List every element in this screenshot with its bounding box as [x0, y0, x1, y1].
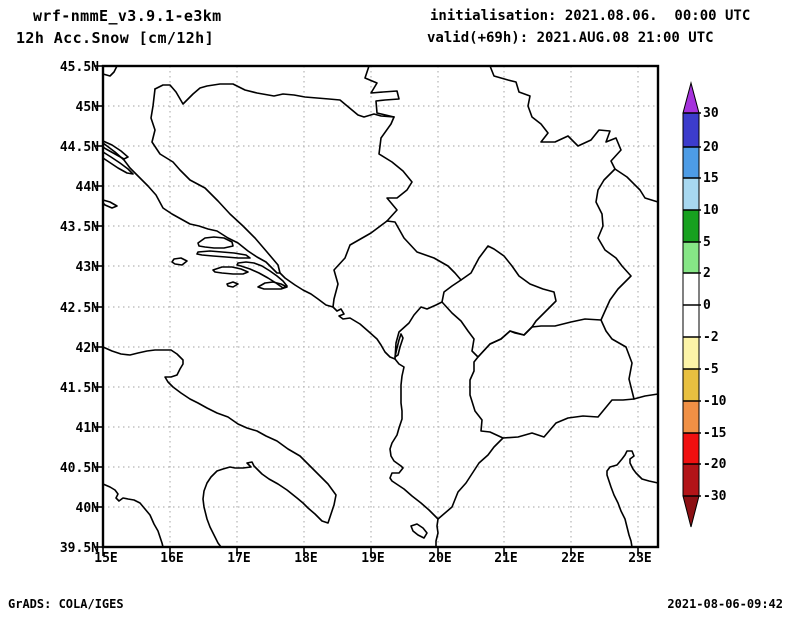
- colorbar-seg-2-5: [682, 241, 700, 274]
- cbar-label-n30: -30: [703, 489, 727, 504]
- cbar-label-15: 15: [703, 171, 719, 186]
- island-korcula: [212, 266, 249, 275]
- cbar-label-n10: -10: [703, 394, 727, 409]
- cbar-label-30: 30: [703, 106, 719, 121]
- variable-title: 12h Acc.Snow [cm/12h]: [16, 29, 215, 47]
- lon-label-23e: 23E: [628, 551, 652, 566]
- colorbar-seg-20-30: [682, 112, 700, 148]
- border-bosnia-montenegro: [332, 220, 388, 308]
- border-montenegro-albania: [394, 301, 443, 360]
- coastline-italy: [102, 346, 337, 548]
- lon-label-18e: 18E: [294, 551, 318, 566]
- cbar-label-10: 10: [703, 203, 719, 218]
- plot-timestamp: 2021-08-06-09:42: [667, 597, 783, 611]
- grid-lines: [103, 66, 658, 547]
- valid-time-text: valid(+69h): 2021.AUG.08 21:00 UTC: [427, 30, 714, 46]
- lon-label-17e: 17E: [227, 551, 251, 566]
- lon-label-21e: 21E: [494, 551, 518, 566]
- colorbar-seg-n15-n10: [682, 400, 700, 434]
- colorbar-seg-10-15: [682, 177, 700, 211]
- border-north-macedonia: [469, 318, 635, 439]
- island-brac: [197, 236, 234, 249]
- colorbar: [682, 81, 701, 528]
- init-time-text: initialisation: 2021.08.06. 00:00 UTC: [430, 8, 751, 24]
- lat-label-44n: 44N: [75, 180, 99, 195]
- border-serbia-romania: [489, 65, 622, 170]
- model-title: wrf-nmmE_v3.9.1-e3km: [33, 7, 222, 25]
- colorbar-arrow-bottom: [682, 495, 700, 528]
- island-pag-b: [102, 151, 134, 175]
- border-croatia-bosnia-west: [150, 88, 281, 274]
- colorbar-seg-n30-n20: [682, 463, 700, 497]
- lat-label-41n: 41N: [75, 421, 99, 436]
- lat-label-42-5n: 42.5N: [59, 301, 99, 316]
- colorbar-seg-0-2: [682, 272, 700, 306]
- lat-label-39-5n: 39.5N: [59, 541, 99, 556]
- lat-label-40-5n: 40.5N: [59, 461, 99, 476]
- lat-label-42n: 42N: [75, 341, 99, 356]
- peninsula-peljesac: [236, 261, 288, 289]
- cbar-label-n15: -15: [703, 426, 727, 441]
- lon-label-20e: 20E: [428, 551, 452, 566]
- cbar-label-2: 2: [703, 266, 711, 281]
- coastline-italy-tyrrhenian: [102, 483, 164, 548]
- colorbar-seg-n20-n15: [682, 432, 700, 465]
- lat-label-45n: 45N: [75, 100, 99, 115]
- island-corfu: [410, 523, 428, 539]
- lat-label-43n: 43N: [75, 260, 99, 275]
- cbar-label-n20: -20: [703, 457, 727, 472]
- colorbar-seg-n10-n5: [682, 368, 700, 402]
- colorbar-seg-n5-n2: [682, 336, 700, 370]
- lon-label-19e: 19E: [361, 551, 385, 566]
- border-slovenia-croatia: [102, 65, 118, 77]
- lat-label-40n: 40N: [75, 501, 99, 516]
- lon-label-15e: 15E: [94, 551, 118, 566]
- map-frame: [101, 64, 660, 549]
- colorbar-arrow-top: [682, 81, 700, 114]
- border-croatia-serbia-danube: [364, 65, 400, 118]
- colorbar-seg-15-20: [682, 146, 700, 179]
- cbar-label-n5: -5: [703, 362, 719, 377]
- island-mljet: [257, 281, 288, 290]
- border-greece-bulgaria: [633, 393, 659, 400]
- border-danube-east: [614, 168, 659, 203]
- border-montenegro-serbia: [386, 220, 462, 281]
- island-lastovo: [226, 281, 239, 288]
- border-bosnia-serbia-drina: [378, 116, 413, 222]
- lon-label-22e: 22E: [561, 551, 585, 566]
- grads-credit: GrADS: COLA/IGES: [8, 597, 124, 611]
- lat-label-43-5n: 43.5N: [59, 220, 99, 235]
- geography: [102, 65, 659, 548]
- island-vis: [171, 257, 188, 266]
- coastline-east-adriatic: [102, 142, 439, 548]
- cbar-label-n2: -2: [703, 330, 719, 345]
- island-pag-a: [102, 140, 129, 160]
- lat-label-41-5n: 41.5N: [59, 381, 99, 396]
- border-albania-greece: [437, 437, 504, 520]
- lat-label-45-5n: 45.5N: [59, 60, 99, 75]
- axis-ticks: [94, 65, 639, 556]
- border-serbia-bulgaria: [595, 168, 632, 321]
- cbar-label-0: 0: [703, 298, 711, 313]
- colorbar-seg-5-10: [682, 209, 700, 243]
- lake-shkoder-bojana: [394, 333, 404, 358]
- cbar-label-20: 20: [703, 140, 719, 155]
- colorbar-ticks: [683, 112, 701, 497]
- colorbar-seg-n2-0: [682, 304, 700, 338]
- island-hvar: [196, 250, 251, 259]
- lat-label-44-5n: 44.5N: [59, 140, 99, 155]
- lon-label-16e: 16E: [160, 551, 184, 566]
- coastline-greece-thermaic: [606, 450, 659, 548]
- border-croatia-bosnia-north: [154, 83, 395, 118]
- island-dugi-otok: [102, 199, 118, 209]
- cbar-label-5: 5: [703, 235, 711, 250]
